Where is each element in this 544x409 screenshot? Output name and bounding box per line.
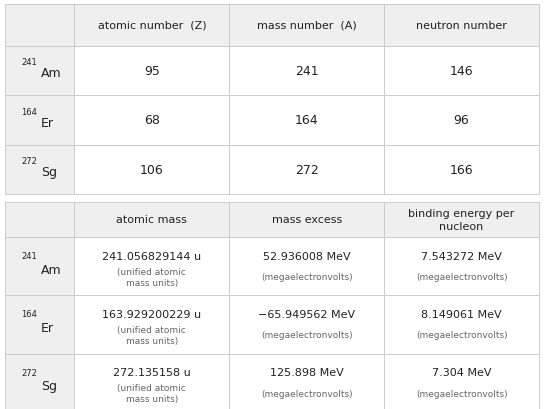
Text: 164: 164 xyxy=(295,114,319,127)
Text: 52.936008 MeV: 52.936008 MeV xyxy=(263,251,350,261)
Text: 163.929200229 u: 163.929200229 u xyxy=(102,309,201,319)
Text: −65.949562 MeV: −65.949562 MeV xyxy=(258,309,355,319)
Bar xyxy=(5,5,75,47)
Text: 8.149061 MeV: 8.149061 MeV xyxy=(421,309,502,319)
Bar xyxy=(75,202,229,237)
Bar xyxy=(5,354,75,409)
Bar xyxy=(384,47,539,96)
Text: mass number  (A): mass number (A) xyxy=(257,21,356,31)
Bar xyxy=(229,5,384,47)
Text: 241: 241 xyxy=(21,58,37,67)
Bar xyxy=(75,96,229,145)
Text: (megaelectronvolts): (megaelectronvolts) xyxy=(416,389,508,398)
Text: 241: 241 xyxy=(295,65,319,78)
Text: neutron number: neutron number xyxy=(416,21,507,31)
Bar xyxy=(384,145,539,195)
Text: 7.304 MeV: 7.304 MeV xyxy=(432,367,491,378)
Bar xyxy=(384,5,539,47)
Bar xyxy=(229,47,384,96)
Text: mass excess: mass excess xyxy=(271,215,342,225)
Bar xyxy=(229,354,384,409)
Text: binding energy per
nucleon: binding energy per nucleon xyxy=(409,209,515,231)
Bar xyxy=(229,202,384,237)
Bar xyxy=(229,296,384,354)
Text: (unified atomic
mass units): (unified atomic mass units) xyxy=(118,267,186,287)
Text: 125.898 MeV: 125.898 MeV xyxy=(270,367,344,378)
Bar xyxy=(75,237,229,296)
Text: 106: 106 xyxy=(140,164,164,176)
Bar xyxy=(5,202,75,237)
Text: Am: Am xyxy=(41,67,61,80)
Bar xyxy=(5,237,75,296)
Text: 241: 241 xyxy=(21,252,37,261)
Text: 272: 272 xyxy=(21,157,37,166)
Bar xyxy=(5,145,75,195)
Bar xyxy=(229,145,384,195)
Bar xyxy=(75,5,229,47)
Text: (unified atomic
mass units): (unified atomic mass units) xyxy=(118,383,186,403)
Bar xyxy=(229,96,384,145)
Text: Sg: Sg xyxy=(41,379,57,392)
Text: (megaelectronvolts): (megaelectronvolts) xyxy=(416,331,508,339)
Bar xyxy=(75,145,229,195)
Bar xyxy=(75,296,229,354)
Bar xyxy=(384,354,539,409)
Bar xyxy=(384,96,539,145)
Text: Sg: Sg xyxy=(41,166,57,179)
Text: atomic number  (Z): atomic number (Z) xyxy=(97,21,206,31)
Text: 272: 272 xyxy=(295,164,319,176)
Text: 272.135158 u: 272.135158 u xyxy=(113,367,191,378)
Text: 146: 146 xyxy=(450,65,473,78)
Text: (megaelectronvolts): (megaelectronvolts) xyxy=(261,331,353,339)
Text: 166: 166 xyxy=(450,164,473,176)
Text: atomic mass: atomic mass xyxy=(116,215,187,225)
Text: 68: 68 xyxy=(144,114,160,127)
Bar xyxy=(5,296,75,354)
Text: Am: Am xyxy=(41,263,61,276)
Bar xyxy=(384,237,539,296)
Bar xyxy=(5,96,75,145)
Text: (unified atomic
mass units): (unified atomic mass units) xyxy=(118,325,186,345)
Bar xyxy=(384,296,539,354)
Text: Er: Er xyxy=(41,321,54,334)
Text: 7.543272 MeV: 7.543272 MeV xyxy=(421,251,502,261)
Bar xyxy=(229,237,384,296)
Text: 96: 96 xyxy=(454,114,469,127)
Text: 164: 164 xyxy=(21,107,37,116)
Bar xyxy=(75,47,229,96)
Text: 164: 164 xyxy=(21,310,37,319)
Text: 95: 95 xyxy=(144,65,160,78)
Text: (megaelectronvolts): (megaelectronvolts) xyxy=(416,272,508,281)
Text: 272: 272 xyxy=(21,368,37,377)
Text: (megaelectronvolts): (megaelectronvolts) xyxy=(261,389,353,398)
Text: 241.056829144 u: 241.056829144 u xyxy=(102,251,201,261)
Text: Er: Er xyxy=(41,117,54,130)
Bar xyxy=(384,202,539,237)
Bar xyxy=(75,354,229,409)
Bar xyxy=(5,47,75,96)
Text: (megaelectronvolts): (megaelectronvolts) xyxy=(261,272,353,281)
